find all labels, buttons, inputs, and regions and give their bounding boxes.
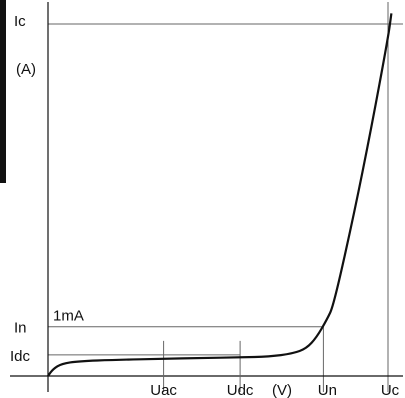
y-tick-label-ic: Ic	[14, 13, 26, 30]
x-tick-label-udc: Udc	[227, 382, 254, 398]
x-tick-marks	[163, 340, 241, 392]
annotation-1ma: 1mA	[53, 308, 84, 325]
x-tick-label-uac: Uac	[150, 382, 177, 398]
x-axis-label: (V)	[272, 382, 292, 398]
y-tick-label-in: In	[14, 320, 27, 337]
y-axis-label: (A)	[16, 61, 36, 78]
x-tick-label-un: Un	[318, 382, 337, 398]
y-tick-label-idc: Idc	[10, 348, 31, 365]
characteristic-curve	[47, 13, 393, 377]
x-tick-label-uc: Uc	[381, 382, 400, 398]
reference-lines	[48, 2, 403, 392]
left-edge-bar	[0, 0, 6, 183]
